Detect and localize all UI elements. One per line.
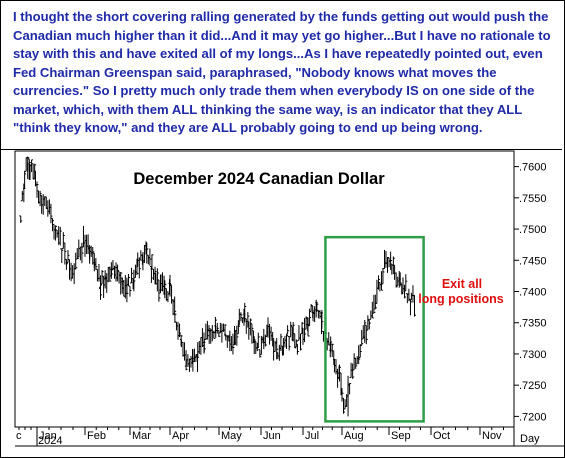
x-axis-label: Day [520, 433, 540, 445]
y-tick-label: .7500 [519, 224, 547, 236]
exit-annotation-line-1: Exit all [442, 277, 482, 291]
y-tick-label: .7250 [519, 380, 547, 392]
commentary-text: I thought the short covering ralling gen… [1, 1, 562, 150]
y-tick-label: .7550 [519, 193, 547, 205]
year-label: 2024 [38, 435, 62, 447]
y-tick-label: .7450 [519, 255, 547, 267]
x-month-label: Sep [391, 430, 411, 442]
x-month-label: Oct [433, 430, 450, 442]
x-month-label: Apr [172, 430, 189, 442]
x-month-label: Jan [39, 430, 57, 442]
x-month-label: Mar [132, 430, 151, 442]
y-tick-label: .7300 [519, 349, 547, 361]
x-month-label: Nov [482, 430, 502, 442]
price-bars [19, 156, 416, 417]
y-tick-label: .7350 [519, 318, 547, 330]
x-month-label: c [16, 430, 22, 442]
x-axis: c Jan Feb Mar Apr May Jun Jul Aug Sep Oct Nov [16, 427, 504, 446]
x-month-label: Aug [344, 430, 364, 442]
y-tick-label: .7600 [519, 162, 547, 174]
exit-annotation-line-2: long positions [418, 292, 503, 306]
x-month-label: Feb [87, 430, 106, 442]
y-axis: .7200 .7250 .7300 .7350 .7400 .7450 .7500 .7550… [514, 162, 547, 423]
highlight-box [324, 235, 425, 423]
x-month-label: Jun [263, 430, 281, 442]
chart-title: December 2024 Canadian Dollar [133, 170, 385, 188]
y-tick-label: .7200 [519, 411, 547, 423]
y-tick-label: .7400 [519, 286, 547, 298]
x-month-label: May [221, 430, 242, 442]
plot-area [14, 150, 515, 428]
x-month-label: Jul [305, 430, 319, 442]
